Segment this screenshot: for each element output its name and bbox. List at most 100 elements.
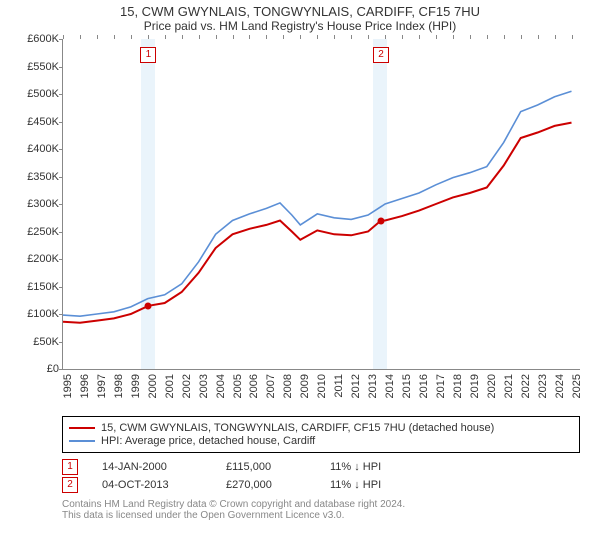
- x-tick: [266, 35, 267, 39]
- x-label: 2014: [384, 374, 396, 398]
- x-label: 1998: [113, 374, 125, 398]
- x-label: 2007: [265, 374, 277, 398]
- x-tick: [317, 35, 318, 39]
- y-label: £200K: [27, 253, 59, 265]
- x-label: 2012: [350, 374, 362, 398]
- x-tick: [131, 35, 132, 39]
- x-tick: [300, 35, 301, 39]
- x-tick: [63, 35, 64, 39]
- y-tick: [59, 204, 63, 205]
- legend-swatch: [69, 440, 95, 442]
- sale-dot: [145, 302, 152, 309]
- x-tick: [521, 35, 522, 39]
- sale-marker: 2: [373, 47, 389, 63]
- sales-date: 04-OCT-2013: [102, 479, 202, 491]
- y-label: £600K: [27, 33, 59, 45]
- legend-label: 15, CWM GWYNLAIS, TONGWYNLAIS, CARDIFF, …: [101, 422, 494, 434]
- y-tick: [59, 259, 63, 260]
- x-tick: [572, 35, 573, 39]
- y-label: £400K: [27, 143, 59, 155]
- plot-area: £0£50K£100K£150K£200K£250K£300K£350K£400…: [62, 39, 580, 370]
- footer-line1: Contains HM Land Registry data © Crown c…: [62, 499, 580, 510]
- x-tick: [351, 35, 352, 39]
- sales-price: £115,000: [226, 461, 306, 473]
- title-subtitle: Price paid vs. HM Land Registry's House …: [0, 19, 600, 33]
- y-label: £450K: [27, 116, 59, 128]
- x-label: 2002: [181, 374, 193, 398]
- y-tick: [59, 94, 63, 95]
- x-tick: [148, 35, 149, 39]
- sale-dot: [377, 217, 384, 224]
- x-tick: [182, 35, 183, 39]
- x-label: 2015: [401, 374, 413, 398]
- x-label: 1999: [130, 374, 142, 398]
- sales-table: 114-JAN-2000£115,00011% ↓ HPI204-OCT-201…: [62, 459, 580, 493]
- x-label: 2025: [571, 374, 583, 398]
- x-axis-labels: 1995199619971998199920002001200220032004…: [62, 370, 579, 410]
- y-label: £150K: [27, 281, 59, 293]
- x-tick: [368, 35, 369, 39]
- x-tick: [487, 35, 488, 39]
- x-tick: [233, 35, 234, 39]
- x-label: 2008: [282, 374, 294, 398]
- x-tick: [453, 35, 454, 39]
- x-label: 2005: [232, 374, 244, 398]
- title-address: 15, CWM GWYNLAIS, TONGWYNLAIS, CARDIFF, …: [0, 4, 600, 19]
- x-label: 2022: [520, 374, 532, 398]
- y-tick: [59, 177, 63, 178]
- x-tick: [216, 35, 217, 39]
- x-tick: [283, 35, 284, 39]
- y-tick: [59, 67, 63, 68]
- x-tick: [80, 35, 81, 39]
- x-tick: [199, 35, 200, 39]
- x-tick: [470, 35, 471, 39]
- x-label: 2017: [435, 374, 447, 398]
- x-label: 2010: [316, 374, 328, 398]
- title-block: 15, CWM GWYNLAIS, TONGWYNLAIS, CARDIFF, …: [0, 0, 600, 35]
- sales-date: 14-JAN-2000: [102, 461, 202, 473]
- sales-row: 114-JAN-2000£115,00011% ↓ HPI: [62, 459, 580, 475]
- x-label: 1997: [96, 374, 108, 398]
- x-tick: [538, 35, 539, 39]
- x-label: 2003: [198, 374, 210, 398]
- y-tick: [59, 149, 63, 150]
- legend-row: HPI: Average price, detached house, Card…: [69, 435, 573, 447]
- series-line-property: [63, 123, 572, 323]
- y-label: £100K: [27, 308, 59, 320]
- x-label: 2021: [503, 374, 515, 398]
- y-tick: [59, 287, 63, 288]
- footer: Contains HM Land Registry data © Crown c…: [62, 499, 580, 521]
- x-label: 2009: [299, 374, 311, 398]
- x-tick: [402, 35, 403, 39]
- legend-label: HPI: Average price, detached house, Card…: [101, 435, 315, 447]
- y-tick: [59, 39, 63, 40]
- x-tick: [249, 35, 250, 39]
- legend: 15, CWM GWYNLAIS, TONGWYNLAIS, CARDIFF, …: [62, 416, 580, 453]
- x-tick: [385, 35, 386, 39]
- x-tick: [555, 35, 556, 39]
- series-line-hpi: [63, 91, 572, 316]
- sales-marker-number: 2: [62, 477, 78, 493]
- x-tick: [114, 35, 115, 39]
- x-label: 2013: [367, 374, 379, 398]
- y-tick: [59, 122, 63, 123]
- x-tick: [334, 35, 335, 39]
- y-label: £300K: [27, 198, 59, 210]
- x-label: 2020: [486, 374, 498, 398]
- chart-container: 15, CWM GWYNLAIS, TONGWYNLAIS, CARDIFF, …: [0, 0, 600, 521]
- sales-hpi-delta: 11% ↓ HPI: [330, 479, 381, 491]
- sales-row: 2 04-OCT-2013 £270,000 11% ↓ HPI: [62, 477, 580, 493]
- sales-price: £270,000: [226, 479, 306, 491]
- x-label: 2023: [537, 374, 549, 398]
- y-label: £550K: [27, 61, 59, 73]
- y-label: £0: [47, 363, 59, 375]
- x-label: 2004: [215, 374, 227, 398]
- x-label: 2018: [452, 374, 464, 398]
- x-tick: [165, 35, 166, 39]
- chart-area: £0£50K£100K£150K£200K£250K£300K£350K£400…: [20, 39, 580, 410]
- x-label: 2016: [418, 374, 430, 398]
- y-label: £500K: [27, 88, 59, 100]
- x-label: 2024: [554, 374, 566, 398]
- x-label: 2001: [164, 374, 176, 398]
- x-label: 1996: [79, 374, 91, 398]
